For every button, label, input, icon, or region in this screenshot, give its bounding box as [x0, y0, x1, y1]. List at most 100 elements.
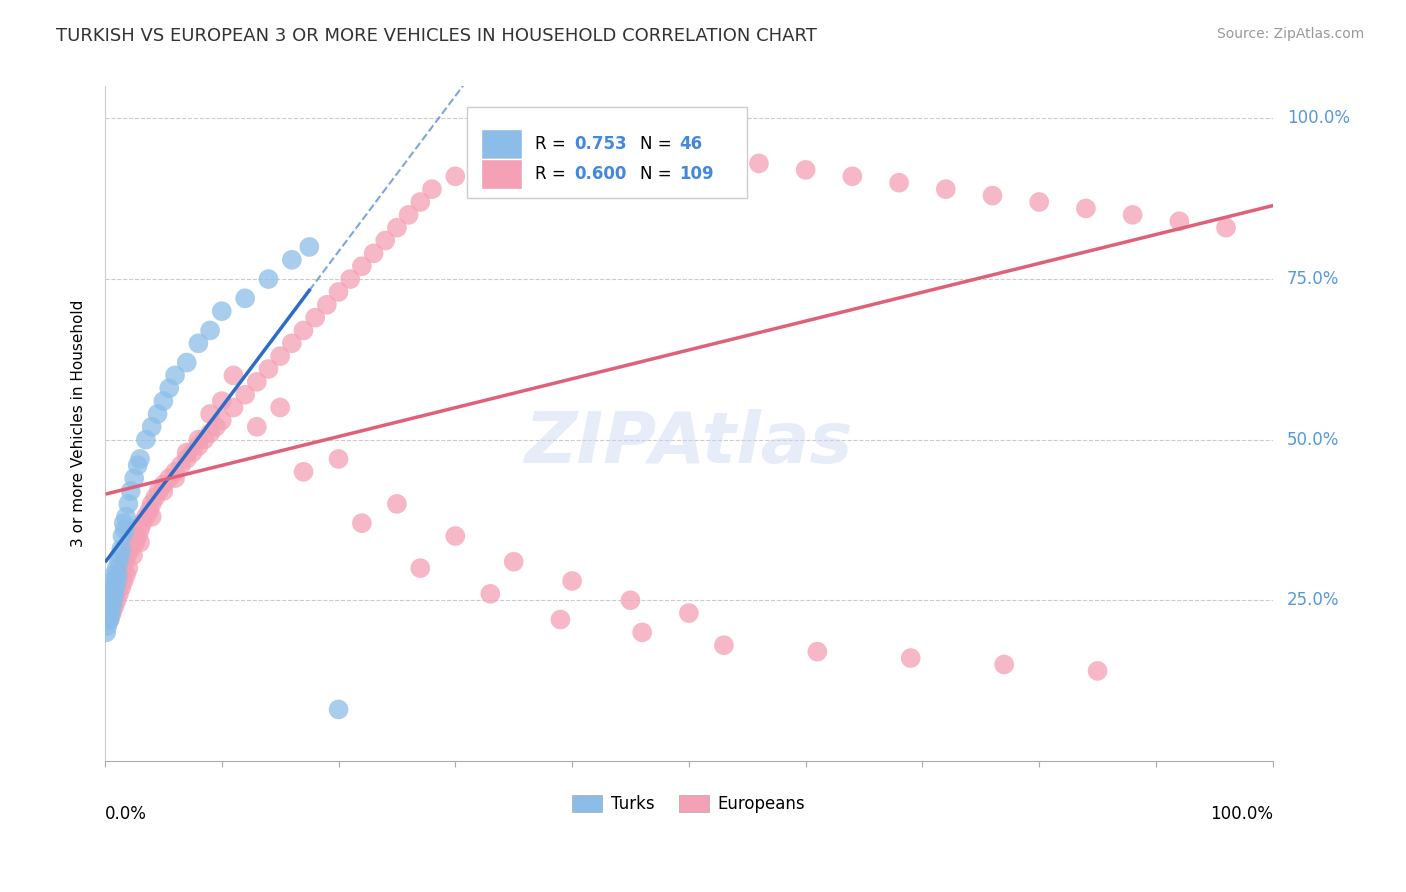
Point [152, 394, 174, 409]
Point [666, 144, 689, 158]
Point [108, 549, 131, 563]
Point [96, 619, 118, 633]
Text: ZIPAtlas: ZIPAtlas [524, 409, 853, 478]
Point [152, 477, 174, 491]
Point [631, 625, 654, 640]
Text: 75.0%: 75.0% [1286, 270, 1339, 288]
Point [467, 156, 489, 170]
Point [561, 112, 583, 126]
Point [350, 516, 373, 531]
Point [550, 613, 572, 627]
Point [328, 451, 350, 466]
Point [281, 252, 304, 267]
Text: R =: R = [534, 135, 571, 153]
Point [187, 439, 209, 453]
Point [193, 433, 215, 447]
Point [141, 419, 163, 434]
Point [350, 259, 373, 273]
Point [138, 503, 160, 517]
Point [748, 156, 770, 170]
Point [981, 188, 1004, 202]
FancyBboxPatch shape [467, 107, 747, 198]
Point [107, 574, 129, 588]
Point [122, 549, 145, 563]
Point [222, 368, 245, 383]
Point [363, 246, 385, 260]
Point [181, 445, 204, 459]
Point [120, 541, 142, 556]
Text: 0.600: 0.600 [575, 165, 627, 183]
Point [103, 599, 125, 614]
Point [129, 523, 152, 537]
Point [246, 375, 269, 389]
Point [101, 581, 124, 595]
Point [176, 451, 198, 466]
Point [385, 220, 408, 235]
Point [281, 336, 304, 351]
Point [110, 541, 132, 556]
Text: Source: ZipAtlas.com: Source: ZipAtlas.com [1216, 27, 1364, 41]
Point [101, 587, 124, 601]
Point [374, 234, 396, 248]
Point [122, 471, 145, 485]
Point [120, 483, 142, 498]
Point [105, 574, 128, 588]
FancyBboxPatch shape [481, 128, 522, 159]
Point [315, 298, 337, 312]
Point [257, 272, 280, 286]
Point [115, 549, 138, 563]
Text: TURKISH VS EUROPEAN 3 OR MORE VEHICLES IN HOUSEHOLD CORRELATION CHART: TURKISH VS EUROPEAN 3 OR MORE VEHICLES I… [56, 27, 817, 45]
Point [502, 555, 524, 569]
Point [409, 194, 432, 209]
Point [115, 509, 138, 524]
Text: N =: N = [640, 165, 676, 183]
Point [887, 176, 910, 190]
Point [107, 567, 129, 582]
Point [112, 516, 135, 531]
Point [135, 509, 157, 524]
Point [444, 169, 467, 184]
Point [98, 593, 121, 607]
Text: R =: R = [534, 165, 571, 183]
Point [100, 587, 122, 601]
Point [1215, 220, 1237, 235]
Point [115, 567, 138, 582]
Point [170, 458, 193, 473]
Point [187, 336, 209, 351]
Point [1168, 214, 1191, 228]
Point [114, 523, 136, 537]
Point [631, 137, 654, 152]
Point [806, 645, 828, 659]
Text: 0.0%: 0.0% [105, 805, 146, 822]
Point [98, 613, 121, 627]
Point [385, 497, 408, 511]
Point [117, 497, 139, 511]
Point [233, 387, 256, 401]
Point [105, 593, 128, 607]
Point [1028, 194, 1050, 209]
Point [100, 606, 122, 620]
Point [141, 509, 163, 524]
Point [491, 144, 513, 158]
Point [104, 581, 127, 595]
Point [900, 651, 922, 665]
FancyBboxPatch shape [481, 159, 522, 189]
Point [152, 483, 174, 498]
Point [198, 426, 221, 441]
Point [246, 419, 269, 434]
Point [157, 381, 180, 395]
Point [96, 606, 118, 620]
Y-axis label: 3 or more Vehicles in Household: 3 or more Vehicles in Household [72, 300, 86, 548]
Point [292, 323, 315, 337]
Point [1087, 664, 1109, 678]
Point [101, 574, 124, 588]
Point [211, 394, 233, 409]
Point [257, 362, 280, 376]
Point [117, 561, 139, 575]
Point [561, 574, 583, 588]
Point [935, 182, 957, 196]
Point [97, 599, 120, 614]
Point [1074, 202, 1097, 216]
Point [111, 529, 134, 543]
Point [165, 368, 187, 383]
